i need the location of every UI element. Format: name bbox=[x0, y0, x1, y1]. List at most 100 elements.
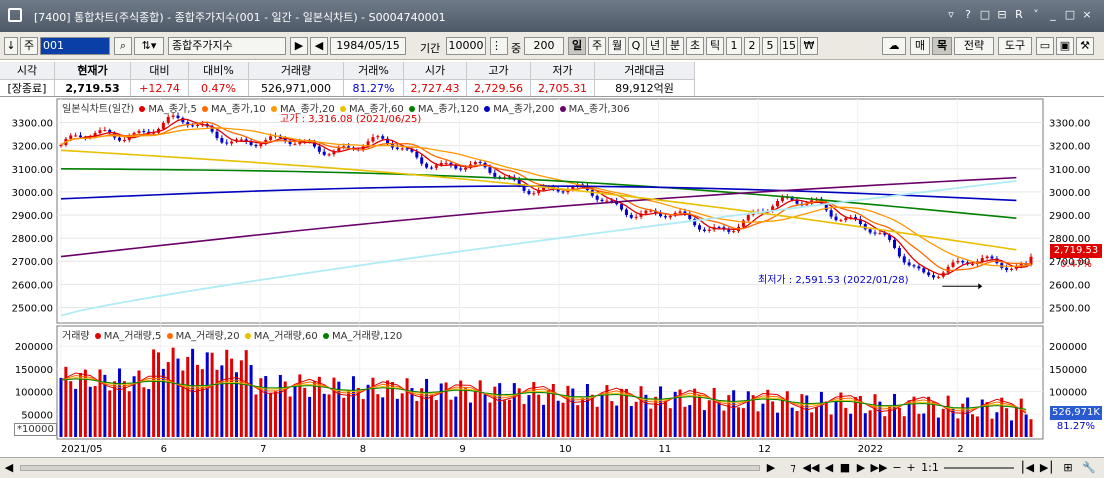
volume-bar bbox=[907, 400, 911, 437]
settings-icon[interactable]: 🔧 bbox=[1082, 461, 1096, 474]
interval-minute-button[interactable]: 분 bbox=[666, 37, 684, 55]
zoom-slider[interactable] bbox=[944, 467, 1014, 469]
volume-bar bbox=[893, 393, 897, 437]
volume-bar bbox=[795, 411, 799, 437]
quote-header: 고가 bbox=[467, 62, 531, 79]
volume-bar bbox=[74, 388, 78, 437]
volume-chart[interactable]: 5000050000100000100000150000150000200000… bbox=[0, 325, 1104, 440]
scroll-right-icon[interactable]: ▶ bbox=[766, 461, 776, 474]
volume-bar bbox=[127, 391, 131, 437]
interval-second-button[interactable]: 초 bbox=[686, 37, 704, 55]
volume-bar bbox=[941, 408, 945, 437]
legend-swatch-icon bbox=[244, 332, 251, 339]
first-page-icon[interactable]: ⎮◀ bbox=[1019, 461, 1035, 474]
sort-icon[interactable]: ⇅▾ bbox=[134, 37, 164, 55]
back-icon[interactable]: ◀ bbox=[310, 37, 328, 55]
stop-icon[interactable]: ■ bbox=[839, 461, 851, 474]
volume-bar bbox=[142, 387, 146, 437]
volume-bar bbox=[663, 401, 667, 437]
candle-body bbox=[980, 258, 984, 262]
volume-bar bbox=[844, 407, 848, 437]
play-icon[interactable]: ▶ bbox=[856, 461, 866, 474]
cloud-icon[interactable]: ☁ bbox=[882, 37, 906, 55]
volume-bar bbox=[415, 400, 419, 437]
zoom-reset-button[interactable]: 1:1 bbox=[921, 461, 939, 474]
legend-item-vol60: MA_거래량,60 bbox=[243, 331, 318, 342]
zoom-out-icon[interactable]: − bbox=[892, 461, 902, 474]
search-icon[interactable]: ⌕ bbox=[114, 37, 132, 55]
candle-body bbox=[376, 136, 380, 138]
chart-area[interactable]: 2500.00 2500.00 2600.00 2600.00 2700.00 2700.… bbox=[0, 97, 1104, 457]
period-input[interactable]: 10000 bbox=[446, 37, 486, 55]
candle-body bbox=[698, 225, 702, 230]
zoom-in-icon[interactable]: + bbox=[906, 461, 916, 474]
play-icon[interactable]: ▶ bbox=[290, 37, 308, 55]
interval-5-button[interactable]: 5 bbox=[762, 37, 778, 55]
quote-bar: 시각 현재가 대비 대비% 거래량 거래% 시가 고가 저가 거래대금 [장종료… bbox=[0, 61, 1104, 97]
interval-year-button[interactable]: 년 bbox=[646, 37, 664, 55]
code-input[interactable]: 001 bbox=[40, 37, 110, 55]
y-tick-label: 100000 bbox=[15, 388, 53, 399]
interval-tick-button[interactable]: 틱 bbox=[706, 37, 724, 55]
price-chart[interactable]: 2500.00 2500.00 2600.00 2600.00 2700.00 2700.… bbox=[0, 97, 1104, 325]
volume-bar bbox=[868, 410, 872, 437]
close-button[interactable]: × bbox=[1082, 8, 1092, 21]
candle-body bbox=[147, 131, 151, 134]
grid-icon[interactable]: ⊞ bbox=[1063, 461, 1073, 474]
chevron-down-icon[interactable]: ˅ bbox=[1033, 8, 1039, 21]
horizontal-scrollbar[interactable] bbox=[20, 465, 760, 471]
volume-bar bbox=[756, 411, 760, 437]
split-icon[interactable]: ⊟ bbox=[997, 8, 1007, 21]
link-icon[interactable]: ⋮⋮ bbox=[490, 37, 508, 55]
fast-forward-icon[interactable]: ▶▶ bbox=[870, 461, 888, 474]
dropdown-icon[interactable]: ▿ bbox=[948, 8, 954, 21]
save-icon[interactable]: ▣ bbox=[1056, 37, 1074, 55]
market-selector[interactable]: 주 bbox=[20, 37, 38, 55]
candle-body bbox=[293, 143, 297, 145]
cursor-icon[interactable]: ⁊ bbox=[790, 461, 796, 474]
y-tick-label: 2700.00 bbox=[12, 257, 53, 268]
date-input[interactable]: 1984/05/15 bbox=[330, 37, 406, 55]
interval-month-button[interactable]: 월 bbox=[608, 37, 626, 55]
quote-open: 2,727.43 bbox=[404, 79, 467, 96]
minimize-button[interactable]: _ bbox=[1050, 8, 1056, 21]
interval-quarter-button[interactable]: Q bbox=[628, 37, 644, 55]
interval-2-button[interactable]: 2 bbox=[744, 37, 760, 55]
last-page-icon[interactable]: ▶⎮ bbox=[1039, 461, 1055, 474]
interval-1-button[interactable]: 1 bbox=[726, 37, 742, 55]
candle-body bbox=[649, 210, 653, 212]
maximize-button[interactable]: □ bbox=[1064, 8, 1076, 21]
name-field[interactable]: 종합주가지수 bbox=[168, 37, 286, 55]
help-icon[interactable]: ? bbox=[965, 8, 971, 21]
volume-bar bbox=[449, 399, 453, 437]
tools-button[interactable]: 도구 bbox=[998, 37, 1032, 55]
volume-bar bbox=[220, 365, 224, 437]
strategy-button[interactable]: 전략 bbox=[954, 37, 994, 55]
candle-body bbox=[220, 138, 224, 143]
count-input[interactable]: 200 bbox=[524, 37, 564, 55]
play-back-icon[interactable]: ◀ bbox=[824, 461, 834, 474]
y-tick-label: 3100.00 bbox=[1049, 165, 1090, 176]
quote-time: [장종료] bbox=[0, 79, 55, 96]
wrench-icon[interactable]: ⚒ bbox=[1076, 37, 1094, 55]
window-icon[interactable]: □ bbox=[979, 8, 991, 21]
interval-week-button[interactable]: 주 bbox=[588, 37, 606, 55]
candle-body bbox=[610, 200, 614, 202]
arrow-down-icon[interactable]: ↓ bbox=[4, 37, 18, 55]
legend-swatch-icon bbox=[559, 105, 566, 112]
candle-body bbox=[259, 144, 263, 147]
buy-sell-button[interactable]: 매 bbox=[910, 37, 930, 55]
currency-button[interactable]: ₩ bbox=[800, 37, 818, 55]
interval-day-button[interactable]: 일 bbox=[568, 37, 586, 55]
volume-bar bbox=[288, 396, 292, 437]
volume-bar bbox=[64, 366, 68, 437]
scroll-left-icon[interactable]: ◀ bbox=[4, 461, 14, 474]
r-icon[interactable]: R bbox=[1015, 8, 1023, 21]
candle-body bbox=[873, 232, 877, 234]
candle-body bbox=[93, 133, 97, 137]
rewind-icon[interactable]: ◀◀ bbox=[802, 461, 820, 474]
list-button[interactable]: 목 bbox=[932, 37, 952, 55]
folder-icon[interactable]: ▭ bbox=[1036, 37, 1054, 55]
interval-15-button[interactable]: 15 bbox=[780, 37, 798, 55]
candle-body bbox=[122, 140, 126, 142]
